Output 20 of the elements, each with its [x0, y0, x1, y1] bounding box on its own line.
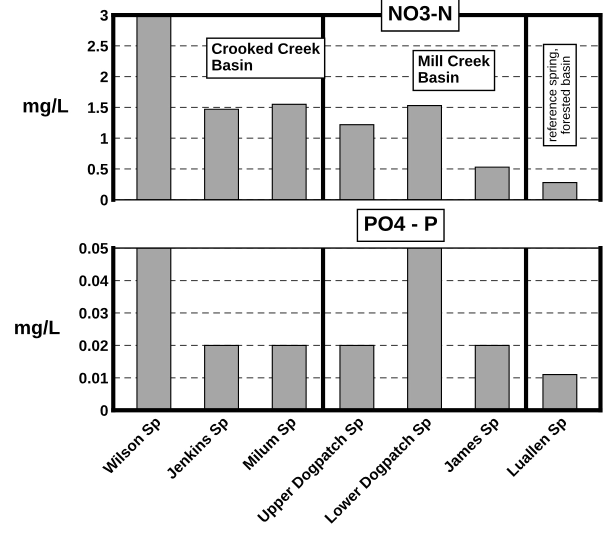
y-tick-label: 0 — [100, 194, 108, 206]
y-tick-label: 0.03 — [79, 308, 108, 319]
chart-title: PO4 - P — [365, 216, 438, 231]
y-tick-label: 0.01 — [79, 372, 108, 384]
y-tick-label: 0 — [100, 405, 108, 416]
y-tick-label: 1 — [100, 133, 108, 144]
y-tick-label: 3 — [100, 10, 108, 21]
annotation: Mill Creek Basin — [418, 55, 490, 83]
y-tick-label: 1.5 — [88, 102, 108, 114]
y-axis-title: mg/L — [15, 320, 60, 338]
annotation: reference spring, forested basin — [547, 49, 570, 142]
y-tick-label: 2 — [100, 71, 108, 82]
chart-title: NO3-N — [389, 6, 452, 21]
y-tick-label: 0.5 — [88, 164, 108, 175]
y-axis-title: mg/L — [24, 98, 68, 117]
y-tick-label: 2.5 — [88, 40, 108, 52]
y-tick-label: 0.05 — [79, 242, 108, 254]
y-tick-label: 0.04 — [79, 275, 108, 286]
y-tick-label: 0.02 — [79, 340, 108, 352]
annotation: Crooked Creek Basin — [212, 42, 320, 70]
